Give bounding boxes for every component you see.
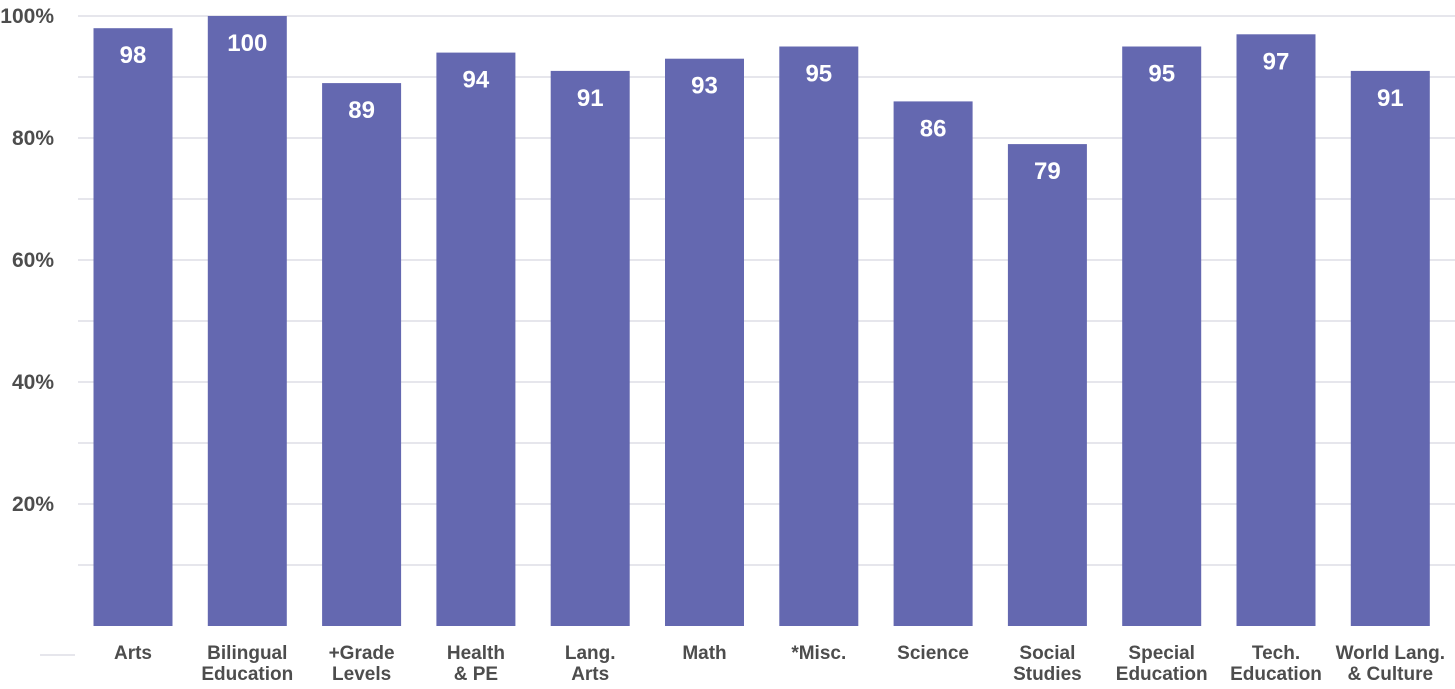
x-tick-label: *Misc.: [791, 643, 846, 664]
bar-value-label: 91: [1377, 85, 1404, 112]
bar: [1236, 34, 1316, 627]
bar-value-label: 97: [1263, 48, 1290, 75]
x-tick-label: Special Education: [1116, 643, 1208, 685]
bar-value-label: 95: [1148, 61, 1175, 88]
bar-value-label: 89: [348, 97, 375, 124]
bar: [207, 16, 287, 626]
bar: [436, 52, 516, 627]
x-tick-label: Tech. Education: [1230, 643, 1322, 685]
x-tick-label: Lang. Arts: [565, 643, 616, 685]
x-tick-label: Bilingual Education: [201, 643, 293, 685]
bar-value-label: 86: [920, 115, 947, 142]
bar: [1007, 144, 1087, 626]
bar: [779, 46, 859, 626]
bar: [1122, 46, 1202, 626]
x-tick-label: Arts: [114, 643, 152, 664]
bar: [893, 101, 973, 626]
y-tick-label: 20%: [12, 493, 54, 516]
gridlines: [40, 15, 1455, 656]
bar: [665, 58, 744, 626]
bar-value-label: 98: [120, 42, 147, 69]
x-tick-label: +Grade Levels: [329, 643, 395, 685]
bar-value-label: 100: [227, 30, 267, 57]
x-tick-label: World Lang. & Culture: [1336, 643, 1445, 685]
y-tick-label: 40%: [12, 371, 54, 394]
bar: [1350, 70, 1430, 626]
x-tick-label: Health & PE: [447, 643, 505, 685]
bar-value-label: 95: [805, 61, 832, 88]
y-axis: 20% 40% 60% 80% 100%: [0, 5, 54, 516]
y-tick-label: 100%: [0, 5, 54, 28]
x-axis: Arts Bilingual Education +Grade Levels Health…: [114, 643, 1445, 685]
x-tick-label: Math: [682, 643, 726, 664]
bar-value-label: 79: [1034, 158, 1061, 185]
bar-value-label: 91: [577, 85, 604, 112]
bar: [550, 70, 630, 626]
x-tick-label: Science: [897, 643, 969, 664]
bars: 98 100 89 94 91 93 95 86 79 95 97 91: [93, 16, 1430, 627]
y-tick-label: 60%: [12, 249, 54, 272]
y-tick-label: 80%: [12, 127, 54, 150]
bar-value-label: 93: [691, 73, 718, 100]
bar-value-label: 94: [463, 67, 490, 94]
bar: [93, 28, 173, 626]
bar: [322, 83, 402, 627]
x-tick-label: Social Studies: [1013, 643, 1082, 685]
